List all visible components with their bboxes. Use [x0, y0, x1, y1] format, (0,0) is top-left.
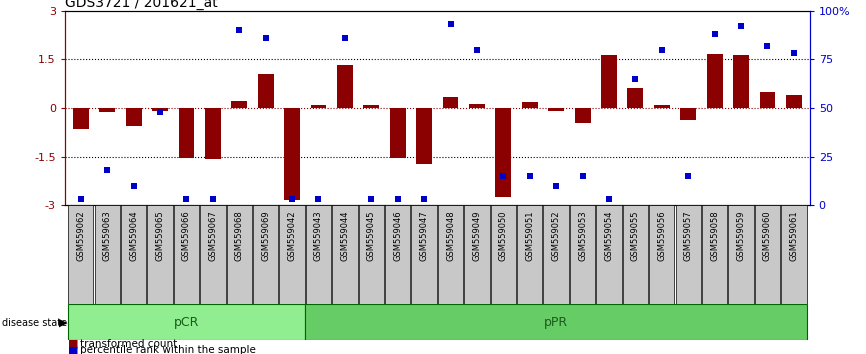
- Bar: [681, 108, 696, 120]
- Text: pPR: pPR: [544, 316, 568, 329]
- FancyBboxPatch shape: [306, 205, 331, 304]
- Text: percentile rank within the sample: percentile rank within the sample: [80, 346, 255, 354]
- Text: ▶: ▶: [59, 318, 68, 328]
- FancyBboxPatch shape: [491, 205, 516, 304]
- Bar: [548, 108, 564, 110]
- Bar: [178, 108, 194, 158]
- Text: GSM559050: GSM559050: [499, 210, 507, 261]
- Bar: [734, 56, 749, 108]
- Bar: [364, 105, 379, 108]
- FancyBboxPatch shape: [650, 205, 675, 304]
- FancyBboxPatch shape: [253, 205, 278, 304]
- Text: GSM559052: GSM559052: [552, 210, 560, 261]
- Bar: [522, 102, 538, 108]
- Text: GSM559064: GSM559064: [129, 210, 138, 261]
- Text: GSM559042: GSM559042: [288, 210, 296, 261]
- Text: GSM559049: GSM559049: [473, 210, 481, 261]
- Bar: [390, 108, 405, 158]
- Text: ■: ■: [68, 346, 78, 354]
- Text: GSM559053: GSM559053: [578, 210, 587, 261]
- Bar: [126, 108, 141, 126]
- FancyBboxPatch shape: [570, 205, 595, 304]
- Text: GSM559066: GSM559066: [182, 210, 191, 261]
- Bar: [759, 92, 775, 108]
- FancyBboxPatch shape: [517, 205, 542, 304]
- FancyBboxPatch shape: [597, 205, 622, 304]
- Text: GSM559054: GSM559054: [604, 210, 613, 261]
- FancyBboxPatch shape: [200, 205, 225, 304]
- FancyBboxPatch shape: [359, 205, 384, 304]
- Text: GSM559051: GSM559051: [526, 210, 534, 261]
- FancyBboxPatch shape: [121, 205, 146, 304]
- Text: GSM559046: GSM559046: [393, 210, 402, 261]
- FancyBboxPatch shape: [755, 205, 780, 304]
- FancyBboxPatch shape: [623, 205, 648, 304]
- Text: transformed count: transformed count: [80, 339, 177, 349]
- FancyBboxPatch shape: [781, 205, 806, 304]
- Bar: [311, 105, 326, 108]
- Bar: [258, 74, 274, 108]
- Text: GSM559062: GSM559062: [76, 210, 85, 261]
- FancyBboxPatch shape: [333, 205, 358, 304]
- Text: GSM559044: GSM559044: [340, 210, 349, 261]
- Text: GSM559058: GSM559058: [710, 210, 719, 261]
- FancyBboxPatch shape: [68, 304, 306, 340]
- Bar: [284, 108, 300, 200]
- FancyBboxPatch shape: [544, 205, 569, 304]
- Bar: [443, 97, 458, 108]
- Text: GSM559056: GSM559056: [657, 210, 666, 261]
- Text: GSM559059: GSM559059: [737, 210, 746, 261]
- FancyBboxPatch shape: [174, 205, 199, 304]
- Bar: [575, 108, 591, 122]
- Bar: [601, 56, 617, 108]
- FancyBboxPatch shape: [94, 205, 120, 304]
- Text: GSM559061: GSM559061: [790, 210, 798, 261]
- Text: GSM559060: GSM559060: [763, 210, 772, 261]
- Text: disease state: disease state: [2, 318, 67, 328]
- Text: GSM559065: GSM559065: [156, 210, 165, 261]
- Bar: [73, 108, 88, 129]
- Bar: [100, 108, 115, 112]
- Bar: [205, 108, 221, 159]
- FancyBboxPatch shape: [438, 205, 463, 304]
- Text: GSM559048: GSM559048: [446, 210, 455, 261]
- Text: ■: ■: [68, 339, 78, 349]
- Text: GSM559047: GSM559047: [420, 210, 429, 261]
- Bar: [654, 105, 669, 108]
- FancyBboxPatch shape: [411, 205, 436, 304]
- Text: GSM559069: GSM559069: [262, 210, 270, 261]
- FancyBboxPatch shape: [280, 205, 305, 304]
- Bar: [337, 65, 352, 108]
- FancyBboxPatch shape: [385, 205, 410, 304]
- FancyBboxPatch shape: [675, 205, 701, 304]
- Text: GDS3721 / 201621_at: GDS3721 / 201621_at: [65, 0, 217, 10]
- Text: GSM559068: GSM559068: [235, 210, 243, 261]
- Text: GSM559045: GSM559045: [367, 210, 376, 261]
- FancyBboxPatch shape: [728, 205, 753, 304]
- FancyBboxPatch shape: [68, 205, 94, 304]
- Text: pCR: pCR: [174, 316, 199, 329]
- FancyBboxPatch shape: [306, 304, 807, 340]
- Bar: [628, 88, 643, 108]
- Bar: [495, 108, 511, 197]
- Text: GSM559067: GSM559067: [209, 210, 217, 261]
- Bar: [786, 95, 802, 108]
- Text: GSM559063: GSM559063: [103, 210, 112, 261]
- Text: GSM559057: GSM559057: [684, 210, 693, 261]
- Bar: [469, 104, 485, 108]
- Bar: [707, 55, 722, 108]
- Bar: [417, 108, 432, 164]
- FancyBboxPatch shape: [147, 205, 172, 304]
- Bar: [152, 108, 168, 110]
- FancyBboxPatch shape: [464, 205, 489, 304]
- FancyBboxPatch shape: [227, 205, 252, 304]
- Text: GSM559043: GSM559043: [314, 210, 323, 261]
- Bar: [231, 101, 247, 108]
- Text: GSM559055: GSM559055: [631, 210, 640, 261]
- FancyBboxPatch shape: [702, 205, 727, 304]
